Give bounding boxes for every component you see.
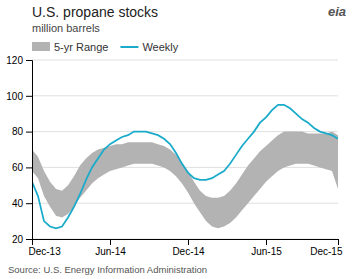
x-tick-label: Jun-14 (95, 246, 126, 257)
legend-label: 5-yr Range (54, 41, 108, 53)
grid-line (32, 203, 338, 204)
chart: 20406080100120Dec-13Jun-14Dec-14Jun-15De… (0, 0, 354, 279)
legend-item: Weekly (120, 41, 178, 53)
x-tick-mark (338, 239, 339, 245)
weekly-line (32, 105, 338, 229)
grid-line (32, 95, 338, 96)
x-axis-line (33, 240, 339, 246)
x-tick: Dec-15 (310, 239, 343, 257)
x-tick-label: Dec-15 (310, 246, 343, 257)
plot-area: 20406080100120Dec-13Jun-14Dec-14Jun-15De… (6, 55, 343, 257)
y-tick-label: 20 (12, 234, 24, 245)
y-tick-mark (26, 167, 32, 168)
source: Source: U.S. Energy Information Administ… (8, 264, 207, 275)
y-tick-label: 100 (6, 91, 23, 102)
x-tick-mark (266, 239, 267, 245)
marks (32, 105, 338, 229)
range-band (32, 132, 338, 229)
y-axis: 20 40 60 80 100 120 (6, 55, 32, 245)
y-tick-label: 120 (6, 55, 23, 66)
y-tick-mark (26, 96, 32, 97)
y-tick-label: 40 (12, 198, 24, 209)
y-tick: 40 (12, 198, 32, 209)
legend-swatch (120, 46, 138, 48)
grid (32, 60, 338, 239)
y-tick-label: 80 (12, 126, 24, 137)
x-tick-mark (110, 239, 111, 245)
x-tick-mark (188, 239, 189, 245)
y-tick-mark (26, 132, 32, 133)
x-tick-label: Jun-15 (251, 246, 282, 257)
logo-text: eia (328, 4, 346, 19)
legend-swatch (32, 42, 50, 51)
x-tick: Dec-14 (172, 239, 205, 257)
subtitle: million barrels (32, 22, 100, 34)
title: U.S. propane stocks (32, 4, 158, 20)
legend-item: 5-yr Range (32, 41, 108, 53)
x-tick: Dec-13 (29, 239, 62, 257)
y-tick: 80 (12, 126, 32, 137)
grid-line (32, 60, 338, 61)
x-tick: Jun-14 (95, 239, 126, 257)
x-tick-label: Dec-13 (29, 246, 62, 257)
x-tick: Jun-15 (251, 239, 282, 257)
legend-label: Weekly (142, 41, 178, 53)
y-tick-mark (26, 60, 32, 61)
y-tick-mark (26, 239, 32, 240)
y-tick: 60 (12, 162, 32, 173)
x-axis: Dec-13 Jun-14 Dec-14 Jun-15 Dec-15 (29, 239, 343, 257)
y-tick-label: 60 (12, 162, 24, 173)
legend: 5-yr Range Weekly (32, 41, 179, 53)
y-tick: 20 (12, 234, 32, 245)
y-axis-line (26, 61, 33, 240)
y-tick: 100 (6, 91, 32, 102)
x-tick-label: Dec-14 (172, 246, 205, 257)
y-tick: 120 (6, 55, 32, 66)
y-tick-mark (26, 203, 32, 204)
x-tick-mark (32, 239, 33, 245)
